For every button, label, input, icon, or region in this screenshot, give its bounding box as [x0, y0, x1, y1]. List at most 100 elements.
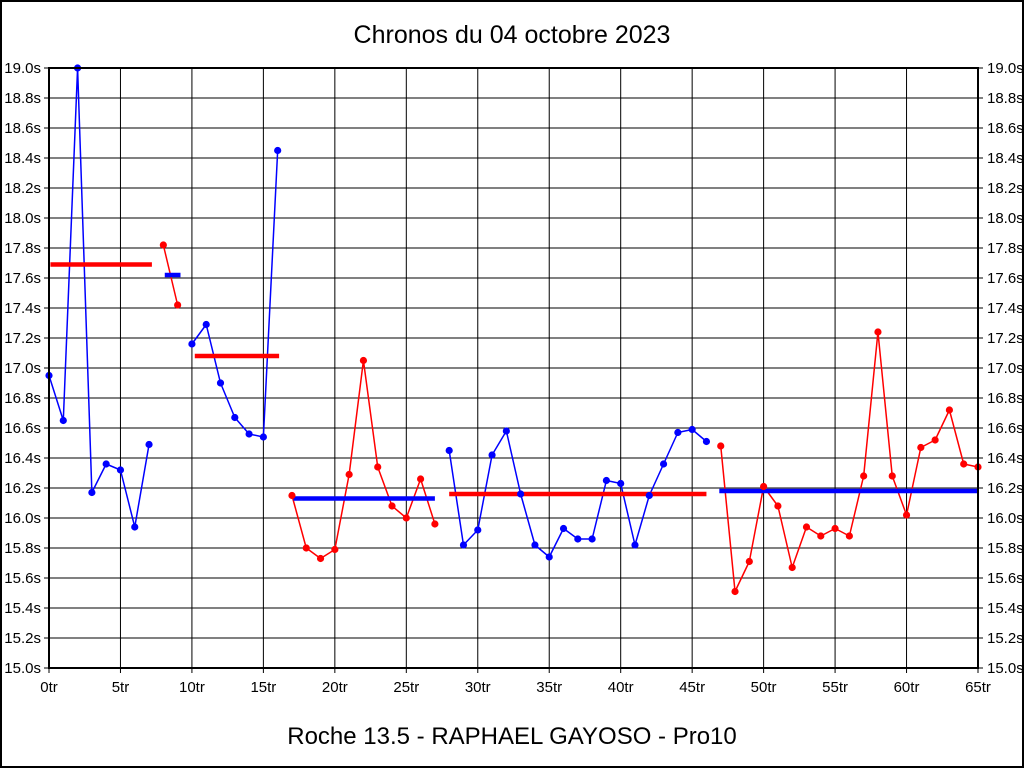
- y-axis-label-right: 18.6s: [987, 120, 1024, 137]
- y-axis-label-right: 18.4s: [987, 150, 1024, 167]
- data-point-relais-5-bleu: [588, 535, 596, 543]
- y-axis-label-left: 15.4s: [4, 600, 41, 617]
- data-point-relais-6-rouge: [931, 436, 939, 444]
- series-line-relais-1-bleu: [48, 67, 150, 528]
- data-point-relais-3-bleu: [245, 430, 253, 438]
- y-axis-label-right: 17.2s: [987, 330, 1024, 347]
- data-point-relais-5-bleu: [459, 541, 468, 549]
- y-axis-label-left: 16.6s: [4, 420, 41, 437]
- data-point-relais-6-rouge: [717, 442, 725, 450]
- data-point-relais-5-bleu: [574, 535, 582, 543]
- data-point-relais-4-rouge: [388, 502, 396, 510]
- x-axis-label: 20tr: [322, 679, 348, 696]
- data-point-relais-3-bleu: [231, 413, 239, 422]
- y-axis-label-left: 15.6s: [4, 570, 41, 587]
- data-point-relais-6-rouge: [817, 532, 825, 540]
- data-point-relais-6-rouge: [960, 460, 968, 468]
- chart-subtitle: Roche 13.5 - RAPHAEL GAYOSO - Pro10: [287, 723, 737, 750]
- y-axis-label-left: 18.0s: [4, 210, 41, 227]
- y-axis-label-left: 15.0s: [4, 660, 41, 677]
- data-point-relais-6-rouge: [902, 511, 911, 519]
- y-axis-label-left: 15.2s: [4, 630, 41, 647]
- data-point-relais-5-bleu: [702, 437, 711, 446]
- series-line-relais-3-bleu: [191, 150, 279, 438]
- data-point-relais-1-bleu: [116, 466, 125, 474]
- y-axis-label-right: 15.0s: [987, 660, 1024, 677]
- y-axis-label-right: 18.0s: [987, 210, 1024, 227]
- y-axis-label-right: 15.2s: [987, 630, 1024, 647]
- data-point-relais-5-bleu: [445, 446, 453, 455]
- data-point-relais-5-bleu: [631, 541, 639, 549]
- data-point-relais-6-rouge: [831, 524, 839, 533]
- x-axis-label: 0tr: [40, 679, 58, 696]
- data-point-relais-4-rouge: [402, 514, 410, 522]
- data-point-relais-5-bleu: [602, 476, 611, 485]
- y-axis-label-right: 16.2s: [987, 480, 1024, 497]
- series-line-relais-6-rouge: [719, 331, 979, 593]
- data-point-relais-6-rouge: [888, 472, 896, 480]
- data-point-relais-1-bleu: [59, 416, 67, 425]
- x-axis-label: 25tr: [393, 679, 419, 696]
- data-point-relais-3-bleu: [259, 433, 267, 441]
- data-point-relais-1-bleu: [88, 488, 96, 497]
- x-axis-label: 45tr: [679, 679, 705, 696]
- data-point-relais-3-bleu: [188, 340, 196, 348]
- y-axis-label-left: 16.0s: [4, 510, 41, 527]
- data-point-relais-4-rouge: [288, 491, 296, 500]
- y-axis-label-left: 17.6s: [4, 270, 41, 287]
- data-point-relais-6-rouge: [774, 502, 782, 510]
- y-axis-label-right: 16.8s: [987, 390, 1024, 407]
- y-axis-label-right: 18.8s: [987, 90, 1024, 107]
- x-axis-label: 5tr: [112, 679, 130, 696]
- data-point-relais-6-rouge: [731, 587, 739, 596]
- data-point-relais-5-bleu: [502, 427, 510, 435]
- y-axis-label-left: 17.2s: [4, 330, 41, 347]
- data-point-relais-5-bleu: [488, 451, 496, 459]
- y-axis-label-right: 15.8s: [987, 540, 1024, 557]
- data-point-relais-6-rouge: [874, 328, 882, 336]
- data-point-relais-6-rouge: [945, 406, 954, 414]
- data-point-relais-4-rouge: [359, 356, 368, 365]
- data-point-relais-5-bleu: [659, 460, 668, 468]
- y-axis-label-left: 17.8s: [4, 240, 41, 257]
- y-axis-label-right: 15.4s: [987, 600, 1024, 617]
- x-axis-label: 40tr: [608, 679, 634, 696]
- y-axis-label-right: 17.4s: [987, 300, 1024, 317]
- plot-border: [48, 67, 979, 669]
- y-axis-label-right: 16.6s: [987, 420, 1024, 437]
- x-axis-label: 15tr: [250, 679, 276, 696]
- data-point-relais-1-bleu: [102, 460, 110, 468]
- y-axis-label-left: 16.2s: [4, 480, 41, 497]
- y-axis-label-left: 19.0s: [4, 60, 41, 77]
- y-axis-label-left: 18.4s: [4, 150, 41, 167]
- data-point-relais-4-rouge: [302, 544, 310, 552]
- data-point-relais-5-bleu: [674, 428, 682, 437]
- data-point-relais-3-bleu: [274, 146, 282, 155]
- data-point-relais-2-rouge: [174, 301, 182, 309]
- chart-title: Chronos du 04 octobre 2023: [353, 21, 671, 49]
- data-point-relais-2-rouge: [159, 241, 167, 249]
- data-point-relais-6-rouge: [860, 472, 868, 480]
- data-point-relais-4-rouge: [345, 470, 353, 479]
- x-axis-label: 35tr: [536, 679, 562, 696]
- y-axis-label-right: 16.4s: [987, 450, 1024, 467]
- data-point-relais-3-bleu: [216, 379, 225, 387]
- y-axis-label-left: 18.8s: [4, 90, 41, 107]
- y-axis-label-left: 16.8s: [4, 390, 41, 407]
- y-axis-label-left: 18.2s: [4, 180, 41, 197]
- data-point-relais-5-bleu: [545, 553, 553, 561]
- data-point-relais-5-bleu: [559, 524, 568, 533]
- data-point-relais-4-rouge: [417, 475, 425, 483]
- data-point-relais-6-rouge: [917, 443, 925, 452]
- data-point-relais-5-bleu: [517, 490, 525, 498]
- y-axis-label-right: 19.0s: [987, 60, 1024, 77]
- data-point-relais-1-bleu: [131, 523, 139, 531]
- data-point-relais-6-rouge: [760, 482, 768, 491]
- y-axis-label-right: 17.0s: [987, 360, 1024, 377]
- data-point-relais-3-bleu: [202, 320, 210, 329]
- series-line-relais-4-rouge: [291, 359, 436, 560]
- x-axis-label: 65tr: [965, 679, 991, 696]
- data-point-relais-4-rouge: [431, 520, 439, 528]
